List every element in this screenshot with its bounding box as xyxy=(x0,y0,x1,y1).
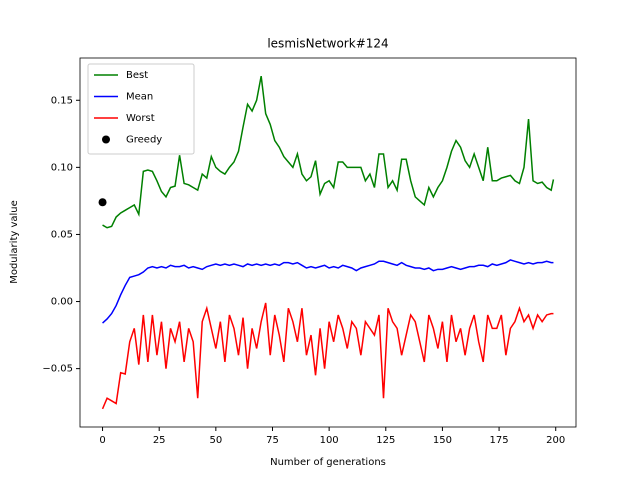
legend-label: Worst xyxy=(126,113,155,124)
x-tick-label: 175 xyxy=(490,435,509,446)
y-axis-label: Modularity value xyxy=(9,200,20,284)
x-tick-label: 75 xyxy=(266,435,279,446)
series-line xyxy=(101,302,554,410)
chart-title: lesmisNetwork#124 xyxy=(267,37,388,51)
x-tick-label: 125 xyxy=(376,435,395,446)
greedy-point xyxy=(98,198,107,207)
x-tick-label: 100 xyxy=(320,435,339,446)
series-line xyxy=(102,75,555,229)
legend-label: Best xyxy=(126,70,148,81)
x-tick-label: 25 xyxy=(153,435,166,446)
legend-marker xyxy=(102,135,110,144)
x-tick-label: 150 xyxy=(433,435,452,446)
x-axis-label: Number of generations xyxy=(270,457,386,468)
y-tick-label: 0.10 xyxy=(51,162,73,173)
plot-frame xyxy=(79,57,577,428)
x-tick-label: 0 xyxy=(99,435,105,446)
legend-box xyxy=(87,63,195,155)
y-tick-label: −0.05 xyxy=(42,364,73,375)
y-tick-label: 0.15 xyxy=(51,95,73,106)
y-tick-label: 0.05 xyxy=(51,229,73,240)
x-tick-label: 200 xyxy=(546,435,565,446)
legend-label: Greedy xyxy=(126,135,162,146)
x-tick-label: 50 xyxy=(209,435,222,446)
series-line xyxy=(102,259,554,324)
legend-label: Mean xyxy=(126,92,153,103)
y-tick-label: 0.00 xyxy=(51,297,73,308)
